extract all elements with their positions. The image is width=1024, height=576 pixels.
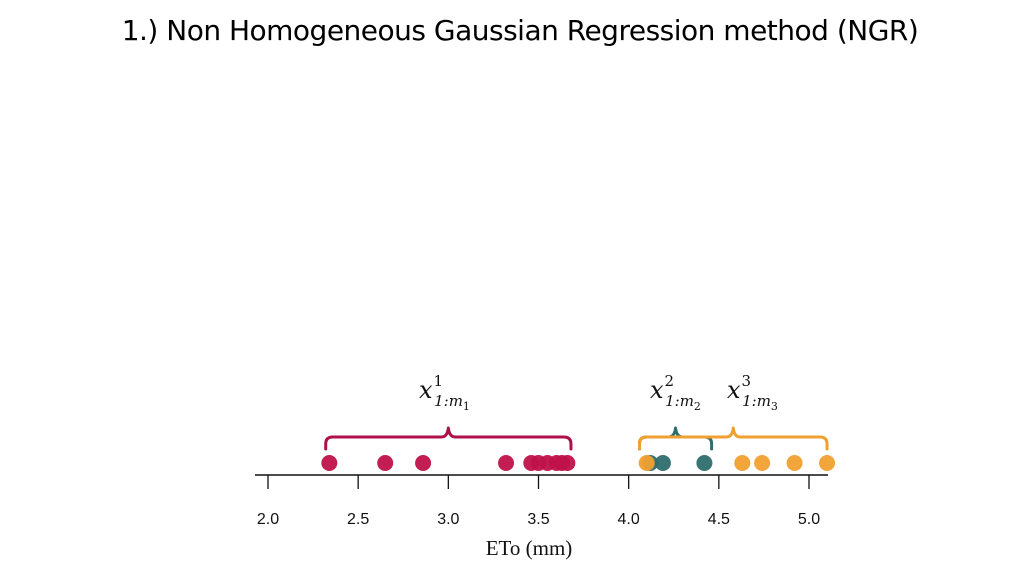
x-tick-label-2: 3.0 — [437, 511, 459, 528]
x-tick-label-0: 2.0 — [257, 511, 279, 528]
x-tick-label-4: 4.0 — [618, 511, 640, 528]
x-tick-label-3: 3.5 — [527, 511, 549, 528]
point-series-1-9 — [559, 455, 576, 471]
x-axis-ticks: 2.0 2.5 3.0 3.5 4.0 4.5 5.0 — [257, 475, 820, 528]
point-series-1-1 — [377, 455, 394, 471]
brace-series-3 — [637, 426, 829, 451]
point-series-3-1 — [734, 455, 751, 471]
x-tick-label-5: 4.5 — [708, 511, 730, 528]
point-series-3-4 — [819, 455, 836, 471]
x-tick-label-6: 5.0 — [798, 511, 820, 528]
brace-annotations: x1 1:m1 x2 1:m2 x3 1:m3 — [324, 372, 829, 451]
series-label-1: x1 1:m1 — [419, 372, 470, 413]
point-series-1-0 — [321, 455, 338, 471]
series-label-2: x2 1:m2 — [650, 372, 701, 413]
series-label-3: x3 1:m3 — [727, 372, 778, 413]
point-series-2-2 — [696, 455, 713, 471]
point-series-3-0 — [638, 455, 655, 471]
data-points — [321, 455, 836, 471]
x-axis-title: ETo (mm) — [486, 536, 573, 560]
x-tick-label-1: 2.5 — [347, 511, 369, 528]
slide-title: 1.) Non Homogeneous Gaussian Regression … — [121, 14, 919, 47]
point-series-3-3 — [786, 455, 803, 471]
point-series-1-2 — [415, 455, 432, 471]
brace-series-1 — [324, 426, 573, 451]
point-series-3-2 — [754, 455, 771, 471]
point-series-1-3 — [498, 455, 515, 471]
point-series-2-1 — [654, 455, 671, 471]
